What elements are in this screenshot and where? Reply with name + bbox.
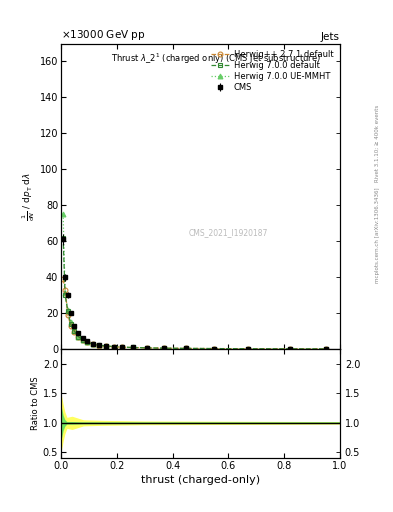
Herwig++ 2.7.1 default <box>97 343 102 349</box>
Line: Herwig++ 2.7.1 default: Herwig++ 2.7.1 default <box>61 276 329 351</box>
Herwig 7.0.0 default <box>162 345 167 351</box>
Herwig++ 2.7.1 default <box>212 346 217 352</box>
Y-axis label: Ratio to CMS: Ratio to CMS <box>31 377 40 431</box>
Herwig 7.0.0 UE-MMHT <box>324 346 329 352</box>
Text: mcplots.cern.ch [arXiv:1306.3436]: mcplots.cern.ch [arXiv:1306.3436] <box>375 188 380 283</box>
Herwig 7.0.0 UE-MMHT <box>63 290 68 296</box>
X-axis label: thrust (charged-only): thrust (charged-only) <box>141 475 260 485</box>
Herwig 7.0.0 default <box>85 339 90 345</box>
Herwig++ 2.7.1 default <box>287 346 292 352</box>
Herwig 7.0.0 UE-MMHT <box>145 345 150 351</box>
Herwig++ 2.7.1 default <box>104 343 109 349</box>
Herwig++ 2.7.1 default <box>63 287 68 293</box>
Herwig 7.0.0 UE-MMHT <box>85 339 90 345</box>
Herwig 7.0.0 UE-MMHT <box>104 343 109 349</box>
Herwig 7.0.0 default <box>287 346 292 352</box>
Herwig 7.0.0 UE-MMHT <box>131 345 136 351</box>
Herwig 7.0.0 default <box>68 321 73 327</box>
Herwig 7.0.0 default <box>246 346 250 352</box>
Herwig 7.0.0 UE-MMHT <box>120 344 125 350</box>
Herwig 7.0.0 UE-MMHT <box>91 341 95 347</box>
Text: $\times$13000 GeV pp: $\times$13000 GeV pp <box>61 28 145 42</box>
Herwig 7.0.0 default <box>145 345 150 351</box>
Line: Herwig 7.0.0 UE-MMHT: Herwig 7.0.0 UE-MMHT <box>61 212 329 351</box>
Herwig 7.0.0 default <box>120 344 125 350</box>
Herwig 7.0.0 default <box>72 328 77 334</box>
Herwig 7.0.0 UE-MMHT <box>246 346 250 352</box>
Herwig 7.0.0 default <box>212 346 217 352</box>
Herwig 7.0.0 UE-MMHT <box>97 342 102 348</box>
Herwig 7.0.0 default <box>66 308 70 314</box>
Herwig++ 2.7.1 default <box>76 333 81 339</box>
Text: Rivet 3.1.10; ≥ 400k events: Rivet 3.1.10; ≥ 400k events <box>375 105 380 182</box>
Herwig 7.0.0 UE-MMHT <box>184 345 189 351</box>
Herwig++ 2.7.1 default <box>162 345 167 351</box>
Herwig 7.0.0 UE-MMHT <box>162 345 167 351</box>
Legend: Herwig++ 2.7.1 default, Herwig 7.0.0 default, Herwig 7.0.0 UE-MMHT, CMS: Herwig++ 2.7.1 default, Herwig 7.0.0 def… <box>208 47 337 96</box>
Herwig++ 2.7.1 default <box>91 342 95 348</box>
Herwig 7.0.0 UE-MMHT <box>287 346 292 352</box>
Herwig++ 2.7.1 default <box>324 346 329 352</box>
Herwig++ 2.7.1 default <box>80 337 85 343</box>
Herwig 7.0.0 default <box>91 341 95 347</box>
Herwig++ 2.7.1 default <box>131 345 136 351</box>
Herwig++ 2.7.1 default <box>68 323 73 329</box>
Herwig 7.0.0 UE-MMHT <box>80 337 85 343</box>
Herwig 7.0.0 UE-MMHT <box>76 333 81 339</box>
Herwig 7.0.0 default <box>61 234 66 241</box>
Herwig 7.0.0 default <box>63 292 68 298</box>
Text: Thrust $\lambda\_2^1$ (charged only) (CMS jet substructure): Thrust $\lambda\_2^1$ (charged only) (CM… <box>111 51 321 66</box>
Text: Jets: Jets <box>321 32 340 42</box>
Herwig 7.0.0 UE-MMHT <box>72 328 77 334</box>
Herwig 7.0.0 UE-MMHT <box>68 319 73 325</box>
Herwig 7.0.0 default <box>80 337 85 343</box>
Herwig++ 2.7.1 default <box>112 344 116 350</box>
Herwig 7.0.0 UE-MMHT <box>61 211 66 218</box>
Herwig++ 2.7.1 default <box>66 312 70 318</box>
Herwig 7.0.0 default <box>324 346 329 352</box>
Herwig++ 2.7.1 default <box>85 339 90 346</box>
Herwig 7.0.0 default <box>104 343 109 349</box>
Herwig 7.0.0 UE-MMHT <box>66 307 70 313</box>
Herwig++ 2.7.1 default <box>72 329 77 335</box>
Line: Herwig 7.0.0 default: Herwig 7.0.0 default <box>61 235 329 351</box>
Herwig++ 2.7.1 default <box>120 344 125 350</box>
Herwig 7.0.0 default <box>97 342 102 348</box>
Herwig++ 2.7.1 default <box>184 346 189 352</box>
Herwig 7.0.0 UE-MMHT <box>112 344 116 350</box>
Herwig 7.0.0 default <box>131 345 136 351</box>
Herwig 7.0.0 UE-MMHT <box>212 346 217 352</box>
Y-axis label: $\frac{1}{\mathrm{d}N}$ / $\mathrm{d}p_\mathrm{T}$ $\mathrm{d}\lambda$: $\frac{1}{\mathrm{d}N}$ / $\mathrm{d}p_\… <box>20 172 37 221</box>
Herwig 7.0.0 default <box>184 345 189 351</box>
Herwig++ 2.7.1 default <box>61 276 66 282</box>
Herwig++ 2.7.1 default <box>246 346 250 352</box>
Herwig++ 2.7.1 default <box>145 345 150 351</box>
Herwig 7.0.0 default <box>112 344 116 350</box>
Herwig 7.0.0 default <box>76 333 81 339</box>
Text: CMS_2021_I1920187: CMS_2021_I1920187 <box>189 228 268 238</box>
